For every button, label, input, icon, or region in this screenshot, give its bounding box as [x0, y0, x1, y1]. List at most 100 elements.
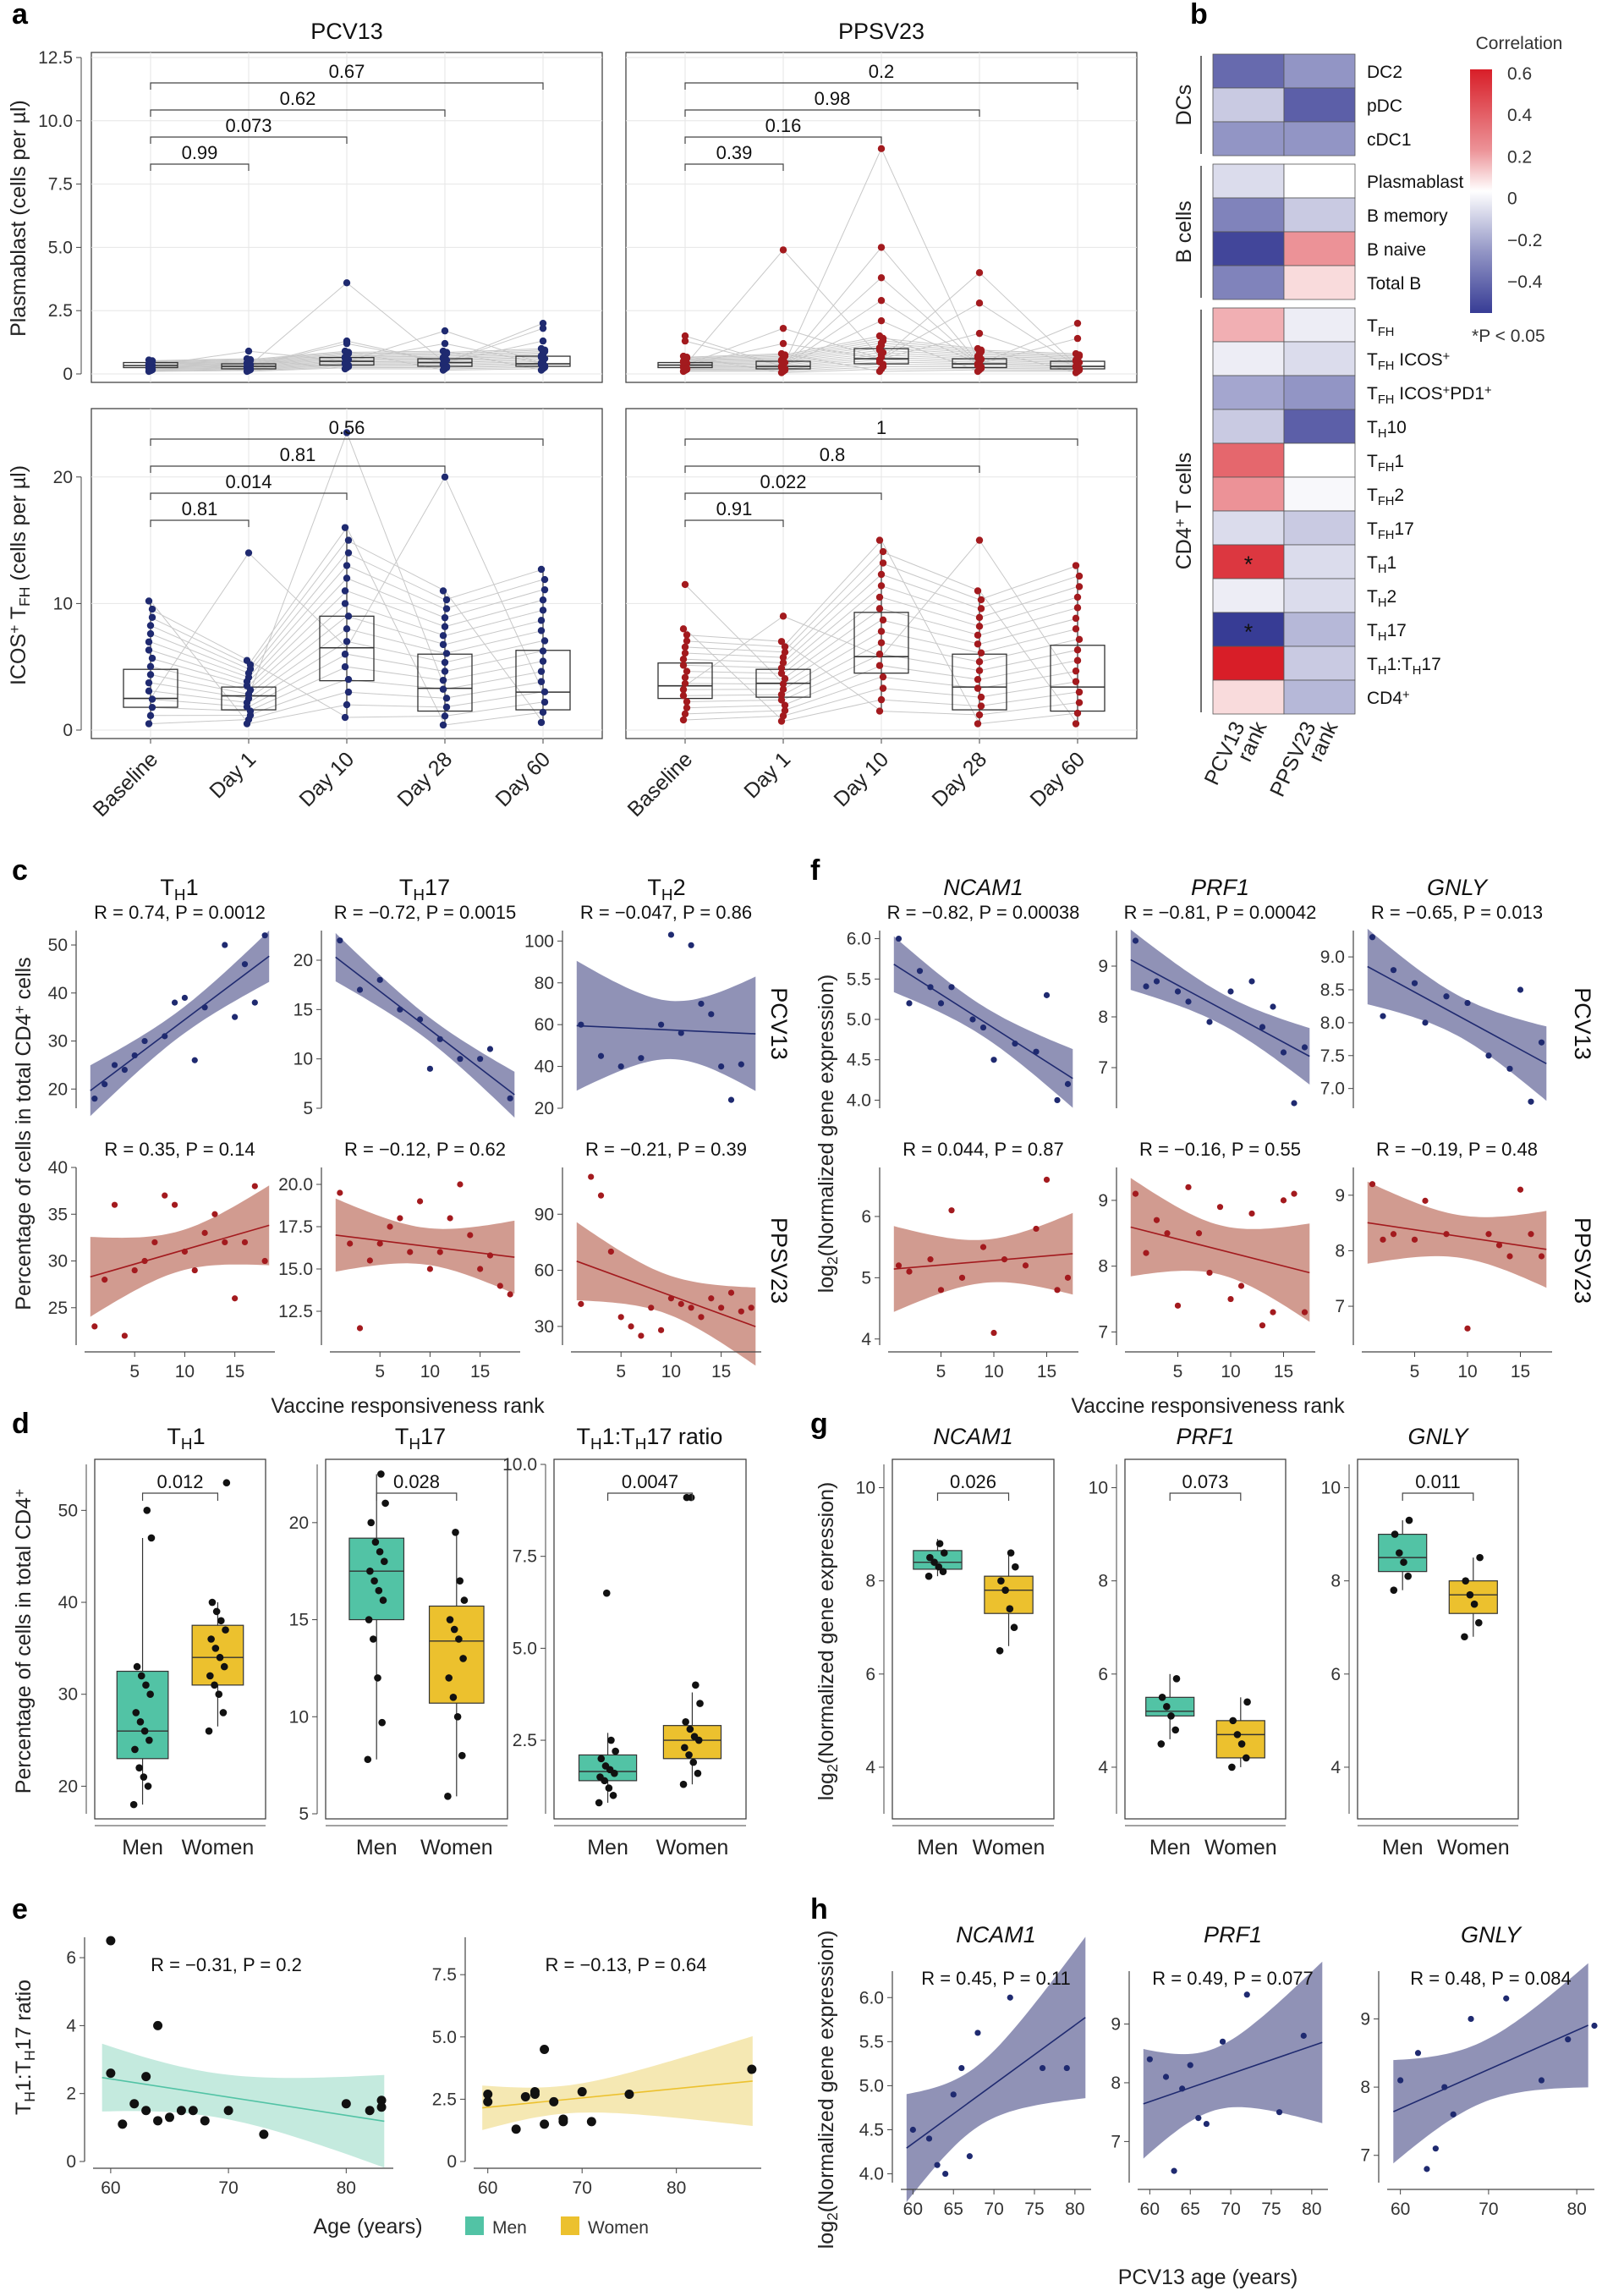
colorbar-tick: −0.4 [1507, 272, 1543, 292]
data-point [1073, 656, 1082, 664]
data-point [147, 1534, 156, 1542]
data-point [578, 1021, 584, 1028]
y-axis-label: log2(Normalized gene expression) [815, 975, 841, 1294]
data-point [343, 562, 351, 569]
data-point [966, 2153, 973, 2160]
scatter-f-2 [1348, 928, 1547, 1108]
data-point [597, 1052, 605, 1059]
heatmap-cell [1212, 197, 1285, 233]
data-point [241, 961, 249, 968]
y-tick-label: 0 [63, 365, 73, 384]
data-point [549, 2096, 559, 2106]
data-point [207, 1635, 215, 1643]
data-point [337, 937, 343, 944]
data-point [442, 695, 451, 702]
data-point [146, 711, 155, 720]
heatmap-row-label: Total B [1367, 274, 1421, 294]
heatmap-row-label: TH2 [1367, 587, 1396, 610]
data-point [975, 269, 984, 277]
heatmap-cell [1212, 645, 1285, 681]
data-point [137, 1672, 145, 1680]
data-point [682, 1718, 689, 1726]
heatmap-cell [1283, 679, 1356, 715]
data-point [979, 1024, 987, 1031]
data-point [1063, 2064, 1070, 2072]
data-point [977, 693, 985, 701]
x-tick-label: 75 [1261, 2200, 1281, 2219]
y-tick-label: 60 [535, 1015, 554, 1035]
colorbar-tick: 0.6 [1507, 64, 1532, 84]
data-point [376, 2102, 387, 2112]
data-point [958, 1274, 966, 1281]
data-point [596, 1773, 604, 1781]
data-point [1227, 1295, 1234, 1303]
data-point [657, 1021, 665, 1028]
data-point [1043, 991, 1051, 998]
heatmap-cell [1283, 510, 1356, 546]
x-tick-label: 10 [1221, 1362, 1240, 1381]
data-point [375, 1586, 383, 1595]
subject-line [444, 322, 544, 364]
significance-bracket [1169, 1492, 1242, 1501]
significance-bracket [150, 163, 250, 171]
data-point [683, 667, 691, 675]
significance-bracket [150, 519, 250, 527]
heatmap-row-label: TFH2 [1367, 486, 1404, 508]
data-point [990, 1057, 997, 1063]
panel-a-plot [625, 408, 1138, 744]
subject-line [881, 148, 980, 365]
y-tick-label: 20.0 [278, 1175, 313, 1195]
data-point [950, 2091, 957, 2098]
y-tick-label: 12.5 [278, 1302, 313, 1321]
data-point [365, 2106, 375, 2116]
data-point [990, 1329, 997, 1337]
panel-label-c: c [12, 854, 28, 887]
data-point [343, 625, 351, 633]
data-point [681, 1744, 689, 1752]
data-point [1276, 2109, 1283, 2116]
heatmap-row-label: TFH1 [1367, 452, 1404, 475]
p-value-label: 0.81 [280, 444, 316, 465]
data-point [243, 656, 251, 664]
stats-label: R = 0.74, P = 0.0012 [94, 902, 266, 923]
data-point [937, 1000, 945, 1007]
y-tick-label: 0 [63, 721, 73, 740]
data-point [1422, 1197, 1429, 1204]
data-point [1404, 1572, 1412, 1580]
p-value-label: 0.011 [1415, 1471, 1460, 1492]
data-point [439, 632, 447, 640]
data-point [106, 2068, 116, 2079]
heatmap-cell [1212, 612, 1285, 647]
significance-star: * [1244, 619, 1254, 645]
data-point [1259, 1322, 1266, 1329]
heatmap-row-label: Plasmablast [1367, 173, 1464, 192]
scatter-f-0 [875, 931, 1073, 1108]
data-point [146, 662, 155, 671]
data-point [145, 720, 153, 728]
data-point [540, 2119, 550, 2129]
confidence-band [482, 2035, 753, 2130]
data-point [975, 613, 984, 622]
heatmap-row-label: DC2 [1367, 63, 1402, 82]
x-tick-label: 5 [616, 1362, 626, 1381]
group-label: CD4+ T cells [1171, 453, 1196, 570]
data-point [1432, 2145, 1439, 2152]
data-point [727, 1096, 735, 1103]
data-point [453, 1712, 462, 1721]
data-point [540, 637, 549, 645]
data-point [738, 1061, 744, 1068]
scatter-h-2 [1374, 1963, 1598, 2194]
data-point [436, 1035, 443, 1042]
data-point [181, 994, 189, 1002]
y-tick-label: 35 [48, 1205, 68, 1224]
y-tick-label: 20 [58, 1777, 78, 1796]
heatmap-row-label: TH10 [1367, 418, 1407, 441]
y-tick-label: 17.5 [278, 1217, 313, 1237]
data-point [341, 2099, 351, 2109]
data-point [648, 1305, 655, 1311]
scatter-e-men [80, 1936, 393, 2173]
data-point [201, 1229, 208, 1236]
confidence-band [1130, 929, 1310, 1085]
box-d-1 [312, 1458, 508, 1826]
data-point [341, 354, 349, 362]
